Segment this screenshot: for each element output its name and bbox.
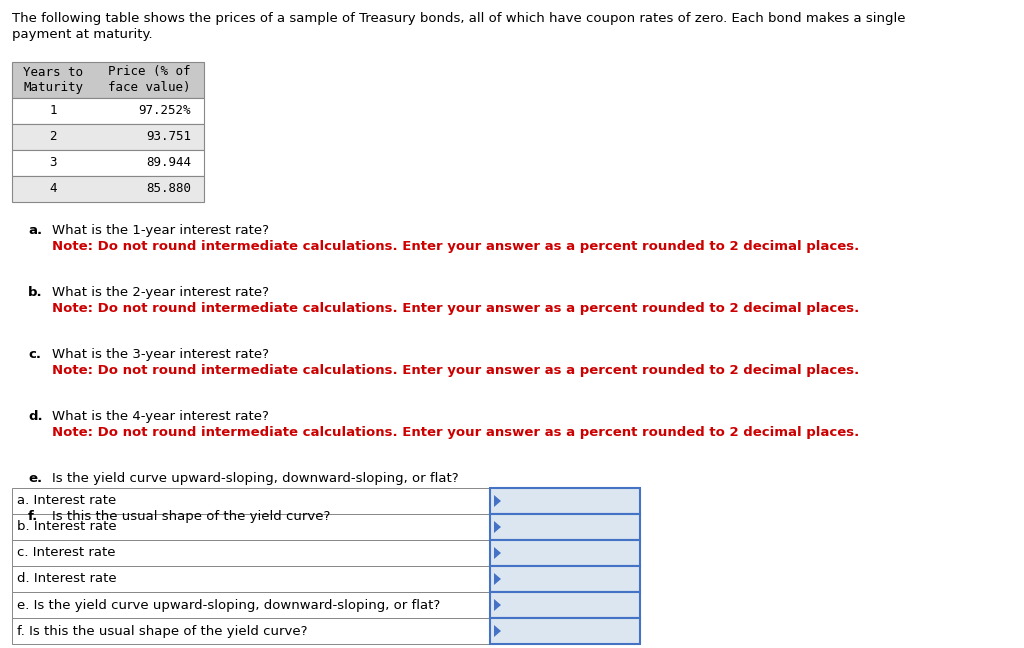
Bar (12, 62, 204, 98)
Text: f.: f. (28, 510, 38, 523)
Text: c. Interest rate: c. Interest rate (17, 546, 116, 559)
Text: e. Is the yield curve upward-sloping, downward-sloping, or flat?: e. Is the yield curve upward-sloping, do… (17, 599, 440, 612)
Text: a.: a. (28, 224, 42, 237)
Text: 93.751: 93.751 (145, 130, 190, 143)
Bar (12, 566, 640, 592)
Bar (12, 514, 640, 540)
Text: Note: Do not round intermediate calculations. Enter your answer as a percent rou: Note: Do not round intermediate calculat… (52, 364, 859, 377)
Polygon shape (494, 573, 501, 585)
Bar (12, 124, 204, 150)
Bar (12, 488, 640, 514)
Bar (490, 618, 640, 644)
Text: 85.880: 85.880 (145, 183, 190, 196)
Text: 4: 4 (49, 183, 56, 196)
Text: Note: Do not round intermediate calculations. Enter your answer as a percent rou: Note: Do not round intermediate calculat… (52, 302, 859, 315)
Bar (490, 592, 640, 618)
Bar (12, 540, 640, 566)
Bar (490, 514, 640, 540)
Bar (12, 176, 204, 202)
Text: 3: 3 (49, 157, 56, 170)
Text: 89.944: 89.944 (145, 157, 190, 170)
Text: b. Interest rate: b. Interest rate (17, 520, 117, 533)
Bar (490, 488, 640, 514)
Text: b.: b. (28, 286, 43, 299)
Text: Price (% of
face value): Price (% of face value) (108, 65, 190, 95)
Text: 1: 1 (49, 104, 56, 117)
Bar (12, 618, 640, 644)
Bar (12, 592, 640, 618)
Text: d. Interest rate: d. Interest rate (17, 572, 117, 586)
Text: What is the 3-year interest rate?: What is the 3-year interest rate? (52, 348, 269, 361)
Text: What is the 2-year interest rate?: What is the 2-year interest rate? (52, 286, 269, 299)
Text: Years to
Maturity: Years to Maturity (23, 65, 83, 95)
Text: c.: c. (28, 348, 41, 361)
Polygon shape (494, 599, 501, 611)
Polygon shape (494, 495, 501, 507)
Text: e.: e. (28, 472, 42, 485)
Text: a. Interest rate: a. Interest rate (17, 494, 117, 507)
Text: 97.252%: 97.252% (138, 104, 190, 117)
Text: What is the 1-year interest rate?: What is the 1-year interest rate? (52, 224, 269, 237)
Text: Note: Do not round intermediate calculations. Enter your answer as a percent rou: Note: Do not round intermediate calculat… (52, 426, 859, 439)
Text: What is the 4-year interest rate?: What is the 4-year interest rate? (52, 410, 269, 423)
Text: Is the yield curve upward-sloping, downward-sloping, or flat?: Is the yield curve upward-sloping, downw… (52, 472, 459, 485)
Text: The following table shows the prices of a sample of Treasury bonds, all of which: The following table shows the prices of … (12, 12, 905, 25)
Bar (490, 566, 640, 592)
Text: Note: Do not round intermediate calculations. Enter your answer as a percent rou: Note: Do not round intermediate calculat… (52, 240, 859, 253)
Bar (490, 540, 640, 566)
Text: 2: 2 (49, 130, 56, 143)
Bar (12, 98, 204, 124)
Text: d.: d. (28, 410, 43, 423)
Polygon shape (494, 547, 501, 559)
Text: payment at maturity.: payment at maturity. (12, 28, 153, 41)
Bar (12, 150, 204, 176)
Polygon shape (494, 521, 501, 533)
Text: Is this the usual shape of the yield curve?: Is this the usual shape of the yield cur… (52, 510, 331, 523)
Polygon shape (494, 625, 501, 637)
Text: f. Is this the usual shape of the yield curve?: f. Is this the usual shape of the yield … (17, 625, 307, 638)
